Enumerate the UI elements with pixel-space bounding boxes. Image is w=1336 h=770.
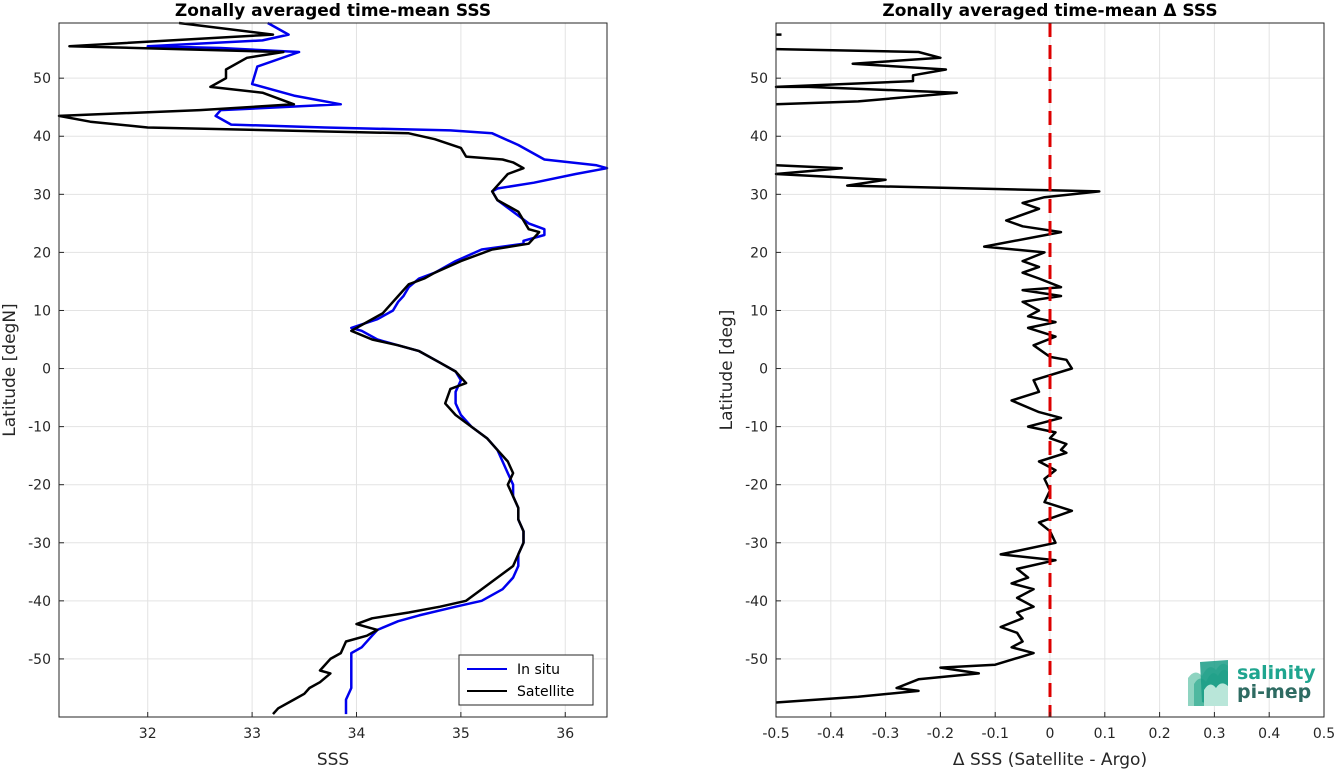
y-tick-label: -20 <box>745 478 768 494</box>
legend: In situ Satellite <box>458 654 594 706</box>
y-tick-label: 0 <box>42 362 51 378</box>
x-tick-label: 0.5 <box>1313 726 1335 742</box>
y-tick-label: 30 <box>750 187 768 203</box>
x-tick-label: -0.5 <box>762 726 789 742</box>
right-chart-panel: -0.5 -0.4 -0.3 -0.2 -0.1 0 0.1 0.2 0.3 0.4 0.5 50 40… <box>717 1 1335 770</box>
y-tick-label: 50 <box>33 71 51 87</box>
x-tick-label: 0.3 <box>1203 726 1225 742</box>
right-tick-labels: -0.5 -0.4 -0.3 -0.2 -0.1 0 0.1 0.2 0.3 0.4 0.5 50 40… <box>745 71 1335 742</box>
logo-text-pi-mep: pi-mep <box>1237 681 1311 703</box>
wave-logo-icon <box>1188 660 1228 706</box>
left-series-group <box>57 21 609 715</box>
logo-text-salinity: salinity <box>1237 662 1316 684</box>
series-line-satellite <box>57 21 541 715</box>
left-grid <box>59 23 607 717</box>
y-tick-label: 50 <box>750 71 768 87</box>
series-line-in-situ <box>146 21 609 715</box>
x-tick-label: 0.2 <box>1148 726 1170 742</box>
y-tick-label: -30 <box>28 536 51 552</box>
x-tick-label: 35 <box>452 726 470 742</box>
y-tick-label: -30 <box>745 536 768 552</box>
x-tick-label: -0.4 <box>817 726 844 742</box>
y-tick-label: -20 <box>28 478 51 494</box>
series-line <box>774 47 959 106</box>
y-tick-label: 30 <box>33 187 51 203</box>
x-tick-label: -0.3 <box>872 726 899 742</box>
left-axes-frame <box>58 22 608 718</box>
y-tick-label: -40 <box>745 594 768 610</box>
series-line <box>774 164 1101 704</box>
legend-box <box>458 654 594 706</box>
right-y-axis-label: Latitude [deg] <box>717 310 737 431</box>
y-tick-label: 10 <box>33 303 51 319</box>
x-tick-label: 0.1 <box>1094 726 1116 742</box>
y-tick-label: 0 <box>759 362 768 378</box>
x-tick-label: -0.2 <box>927 726 954 742</box>
x-tick-label: 34 <box>348 726 366 742</box>
y-tick-label: -50 <box>745 652 768 668</box>
left-chart-title: Zonally averaged time-mean SSS <box>175 1 491 21</box>
right-chart-title: Zonally averaged time-mean Δ SSS <box>882 1 1217 21</box>
y-tick-label: 40 <box>33 129 51 145</box>
left-x-axis-label: SSS <box>317 750 349 770</box>
right-series-group <box>774 33 1101 704</box>
y-tick-label: -10 <box>745 420 768 436</box>
x-tick-label: 0.4 <box>1258 726 1280 742</box>
y-tick-label: 20 <box>750 245 768 261</box>
right-x-axis-label: Δ SSS (Satellite - Argo) <box>953 750 1147 770</box>
left-chart-panel: 32 33 34 35 36 50 40 30 20 10 0 -10 -20 -30 -40 -50 Zon… <box>0 1 609 770</box>
y-tick-label: 20 <box>33 245 51 261</box>
x-tick-label: -0.1 <box>982 726 1009 742</box>
y-tick-label: 10 <box>750 303 768 319</box>
x-tick-label: 32 <box>139 726 157 742</box>
legend-entry-in-situ: In situ <box>517 662 560 678</box>
y-tick-label: -40 <box>28 594 51 610</box>
y-tick-label: -50 <box>28 652 51 668</box>
x-tick-label: 36 <box>556 726 574 742</box>
legend-entry-satellite: Satellite <box>517 684 574 700</box>
y-tick-label: -10 <box>28 420 51 436</box>
left-y-axis-label: Latitude [degN] <box>0 303 20 436</box>
x-tick-label: 33 <box>243 726 261 742</box>
y-tick-label: 40 <box>750 129 768 145</box>
salinity-pi-mep-logo: salinity pi-mep <box>1188 660 1316 706</box>
x-tick-label: 0 <box>1046 726 1055 742</box>
left-tick-labels: 32 33 34 35 36 50 40 30 20 10 0 -10 -20 -30 -40 -50 <box>28 71 574 742</box>
